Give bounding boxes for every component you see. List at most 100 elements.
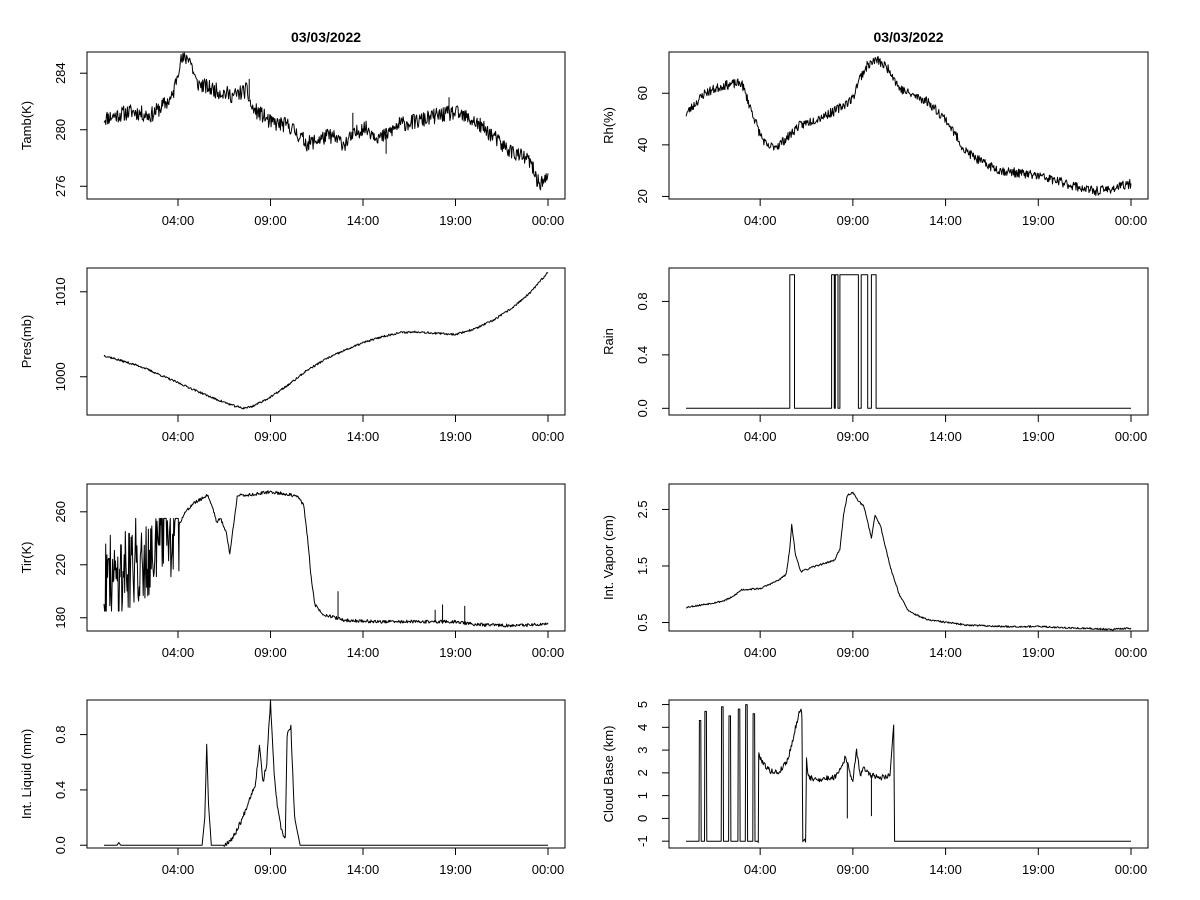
y-tick-label: -1 (635, 835, 650, 847)
x-tick-label: 19:00 (1022, 645, 1055, 660)
y-tick-label: 220 (53, 554, 68, 576)
panel-rain: Rain 0.0 0.4 0.8 04:00 09:00 14:00 19:00 00:00 (601, 267, 1149, 444)
x-tick-label: 14:00 (347, 645, 380, 660)
x-tick-label: 00:00 (532, 429, 565, 444)
series-line (685, 491, 1132, 631)
plot-frame (86, 267, 566, 416)
y-axis-label: Pres(mb) (19, 315, 34, 368)
panel-title: 03/03/2022 (873, 29, 943, 45)
y-axis-label: Rh(%) (601, 107, 616, 144)
x-tick-label: 00:00 (1115, 645, 1148, 660)
plot-frame (86, 51, 566, 200)
y-tick-label: 0.5 (635, 613, 650, 631)
x-tick-label: 09:00 (837, 429, 870, 444)
panel-vapor: Int. Vapor (cm) 0.5 1.5 2.5 04:00 09:00 14:00 1… (601, 483, 1149, 660)
series-line (103, 272, 549, 410)
plot-frame (668, 699, 1149, 849)
y-tick-label: 0.4 (53, 781, 68, 799)
x-tick-label: 09:00 (837, 862, 870, 877)
x-tick-label: 00:00 (1115, 862, 1148, 877)
x-tick-label: 19:00 (1022, 862, 1055, 877)
y-tick-label: 1.5 (635, 557, 650, 575)
plot-frame (86, 699, 566, 849)
x-tick-label: 09:00 (254, 645, 287, 660)
x-tick-label: 19:00 (1022, 429, 1055, 444)
x-tick-label: 14:00 (929, 862, 962, 877)
x-tick-label: 00:00 (532, 213, 565, 228)
series-line (686, 274, 1131, 409)
panel-cloud: Cloud Base (km) -1 0 1 2 3 4 5 04:00 09:00 14:00 19… (601, 699, 1149, 877)
y-axis-label: Rain (601, 328, 616, 355)
y-tick-label: 0 (635, 815, 650, 822)
panel-rh: 03/03/2022 Rh(%) 20 40 60 04:00 09:00 14:00 19:0… (601, 29, 1149, 228)
y-axis-label: Cloud Base (km) (601, 726, 616, 823)
x-tick-label: 09:00 (254, 213, 287, 228)
series-line (686, 704, 1131, 843)
y-tick-label: 3 (635, 746, 650, 753)
x-tick-label: 14:00 (929, 429, 962, 444)
x-tick-label: 14:00 (347, 213, 380, 228)
y-tick-label: 260 (53, 501, 68, 523)
x-tick-label: 00:00 (1115, 213, 1148, 228)
plot-frame (86, 483, 566, 632)
series-line (685, 56, 1132, 196)
y-tick-label: 180 (53, 607, 68, 629)
x-tick-label: 00:00 (532, 862, 565, 877)
x-tick-label: 04:00 (162, 645, 195, 660)
y-axis-label: Int. Liquid (mm) (19, 729, 34, 819)
y-tick-label: 4 (635, 724, 650, 731)
x-tick-label: 04:00 (744, 429, 777, 444)
panel-tir: Tir(K) 180 220 260 04:00 09:00 14:00 19:00 00:00 (19, 483, 566, 660)
x-tick-label: 04:00 (744, 645, 777, 660)
panel-liquid: Int. Liquid (mm) 0.0 0.4 0.8 04:00 09:00 14:00… (19, 699, 566, 877)
x-tick-label: 19:00 (1022, 213, 1055, 228)
x-tick-label: 09:00 (254, 862, 287, 877)
x-tick-label: 04:00 (744, 213, 777, 228)
y-tick-label: 280 (53, 119, 68, 141)
y-axis-label: Tir(K) (19, 541, 34, 573)
x-tick-label: 04:00 (162, 862, 195, 877)
y-tick-label: 2.5 (635, 500, 650, 518)
plot-frame (668, 483, 1149, 632)
x-tick-label: 19:00 (439, 429, 472, 444)
x-tick-label: 09:00 (837, 645, 870, 660)
y-tick-label: 1000 (53, 362, 68, 391)
x-tick-label: 14:00 (347, 862, 380, 877)
y-tick-label: 5 (635, 701, 650, 708)
x-tick-label: 14:00 (929, 645, 962, 660)
panel-pres: Pres(mb) 1000 1010 04:00 09:00 14:00 19:00 00:0… (19, 267, 566, 444)
y-tick-label: 1010 (53, 277, 68, 306)
y-tick-label: 20 (635, 189, 650, 203)
x-tick-label: 04:00 (162, 213, 195, 228)
x-tick-label: 04:00 (744, 862, 777, 877)
plot-frame (668, 267, 1149, 416)
x-tick-label: 19:00 (439, 862, 472, 877)
x-tick-label: 00:00 (532, 645, 565, 660)
y-tick-label: 40 (635, 138, 650, 152)
plot-frame (668, 51, 1149, 200)
x-tick-label: 00:00 (1115, 429, 1148, 444)
x-tick-label: 19:00 (439, 213, 472, 228)
y-tick-label: 0.4 (635, 346, 650, 364)
series-line (103, 490, 549, 628)
x-tick-label: 09:00 (254, 429, 287, 444)
y-tick-label: 276 (53, 175, 68, 197)
x-tick-label: 14:00 (347, 429, 380, 444)
y-tick-label: 2 (635, 769, 650, 776)
x-tick-label: 09:00 (837, 213, 870, 228)
y-tick-label: 284 (53, 62, 68, 84)
x-tick-label: 04:00 (162, 429, 195, 444)
y-axis-label: Int. Vapor (cm) (601, 515, 616, 600)
panel-tamb: 03/03/2022 Tamb(K) 276 280 284 04:00 09:00 14:0… (19, 29, 566, 228)
y-axis-label: Tamb(K) (19, 101, 34, 150)
x-tick-label: 19:00 (439, 645, 472, 660)
series-line (103, 52, 549, 191)
panel-title: 03/03/2022 (291, 29, 361, 45)
y-tick-label: 0.0 (53, 836, 68, 854)
series-line (104, 699, 548, 847)
x-tick-label: 14:00 (929, 213, 962, 228)
y-tick-label: 1 (635, 792, 650, 799)
y-tick-label: 60 (635, 86, 650, 100)
y-tick-label: 0.8 (53, 726, 68, 744)
